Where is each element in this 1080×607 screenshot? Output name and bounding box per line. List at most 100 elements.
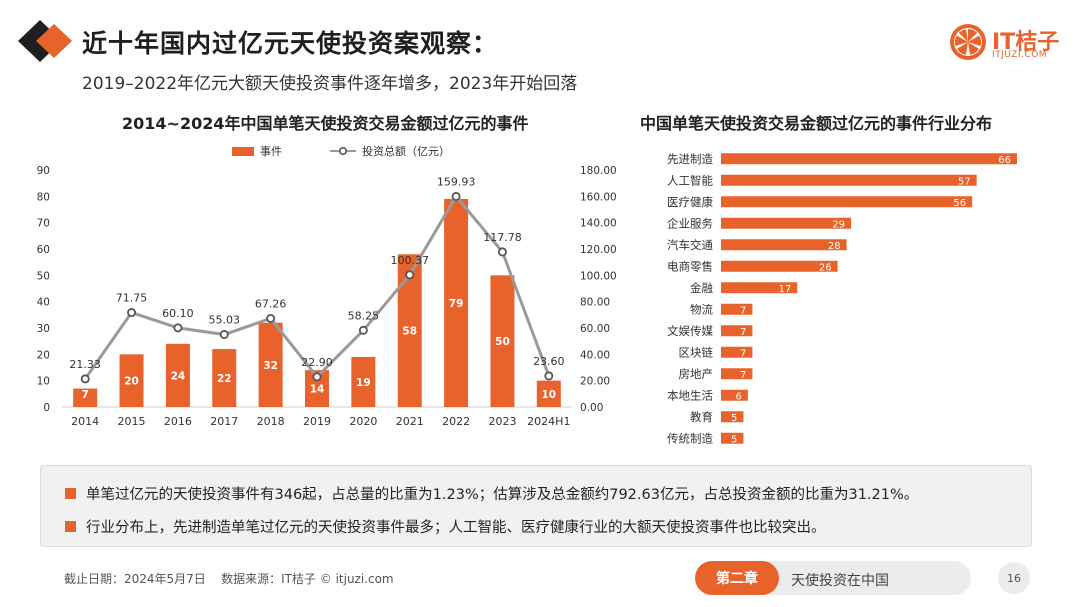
amount-point [173,323,183,333]
summary-text: 行业分布上，先进制造单笔过亿元的天使投资事件最多；人工智能、医疗健康行业的大额天… [86,520,826,536]
left-axis-tick-label: 10 [37,376,50,388]
event-bar [258,322,283,407]
amount-point [358,325,368,335]
combo-chart: 0 10 20 30 40 50 60 70 80 90 0.00 20.00 40.00 60.00 8… [37,165,617,428]
amount-point-label: 21.33 [69,358,101,371]
left-axis-tick-label: 30 [37,323,50,335]
x-axis-tick-label: 2021 [396,415,424,428]
brand-name: IT桔子 [992,30,1060,55]
amount-point [219,330,229,340]
x-axis-tick-label: 2015 [118,415,146,428]
amount-point-label: 58.25 [348,309,380,322]
left-axis-tick-label: 80 [37,191,50,203]
industry-label: 本地生活 [667,388,713,402]
industry-bar [721,411,744,423]
event-bar [165,343,190,407]
industry-chart: 先进制造人工智能医疗健康企业服务汽车交通电商零售金融物流文娱传媒区块链房地产本地… [667,152,1017,444]
industry-bar [721,239,847,251]
logo-diamond-icon [18,20,72,62]
x-axis-tick-label: 2014 [71,415,99,428]
industry-value-label: 28 [828,241,841,252]
amount-point-label: 117.78 [483,231,522,244]
industry-value-label: 6 [736,391,742,402]
industry-label: 文娱传媒 [667,324,713,338]
industry-bar [721,174,977,186]
amount-point [80,374,90,384]
left-axis-tick-label: 50 [37,270,50,282]
left-axis-tick-label: 20 [37,349,50,361]
event-bar [212,349,237,407]
bar-chart-title: 2014~2024年中国单笔天使投资交易金额过亿元的事件 [122,114,529,133]
event-bar-label: 24 [171,370,186,382]
amount-point [127,308,137,318]
amount-point-label: 159.93 [437,175,476,188]
legend-bar-swatch [232,146,254,156]
legend-label-amount: 投资总额（亿元） [362,145,450,158]
industry-value-label: 29 [832,219,845,230]
industry-bar [721,282,798,294]
event-bar [490,275,515,407]
industry-value-label: 5 [731,434,737,444]
amount-point-label: 71.75 [116,292,148,305]
left-axis-tick-label: 60 [37,244,50,256]
summary-item: 单笔过亿元的天使投资事件有346起，占总量的比重为1.23%；估算涉及总金额约7… [65,483,918,504]
chapter-badge[interactable]: 第二章 [695,561,779,595]
industry-label: 汽车交通 [667,238,713,252]
industry-chart-title: 中国单笔天使投资交易金额过亿元的事件行业分布 [640,114,993,133]
event-bar [444,198,469,407]
industry-bar [721,346,753,358]
amount-point-label: 55.03 [209,314,241,327]
event-bar [73,388,98,407]
industry-label: 房地产 [679,367,714,381]
right-axis-tick-label: 100.00 [580,270,617,282]
amount-point-label: 60.10 [162,307,194,320]
industry-label: 物流 [690,302,713,316]
industry-bar [721,260,838,272]
event-bar [536,380,561,407]
event-bar-label: 19 [356,377,371,389]
chapter-name[interactable]: 天使投资在中国 [791,573,889,589]
event-bar-label: 79 [449,298,464,310]
industry-bar [721,432,744,444]
event-bar-label: 14 [310,384,325,396]
chapter-nav[interactable]: 第二章 天使投资在中国 [695,561,971,595]
amount-point [497,247,507,257]
x-axis-tick-label: 2020 [349,415,377,428]
page-title: 近十年国内过亿元天使投资案观察： [82,29,499,58]
amount-point-label: 23.60 [533,355,565,368]
amount-point-label: 22.90 [301,356,333,369]
industry-value-label: 26 [819,262,832,273]
amount-point [266,313,276,323]
left-axis-tick-label: 70 [37,218,50,230]
event-bar-label: 50 [495,336,510,348]
orange-slice-icon [950,24,986,60]
right-axis-tick-label: 80.00 [580,297,610,309]
right-axis-tick-label: 180.00 [580,165,617,177]
summary-box: 单笔过亿元的天使投资事件有346起，占总量的比重为1.23%；估算涉及总金额约7… [40,465,1032,547]
legend-line-swatch [330,146,356,156]
industry-label: 人工智能 [667,173,713,187]
left-axis-tick-label: 0 [43,402,50,414]
x-axis-tick-label: 2022 [442,415,470,428]
industry-bar [721,196,973,208]
legend-item-events: 事件 [232,143,282,159]
amount-series-line [83,193,551,380]
industry-value-label: 56 [953,198,966,209]
event-bar-label: 58 [402,326,417,338]
left-axis-tick-label: 40 [37,297,50,309]
industry-label: 电商零售 [667,259,713,273]
legend-item-amount: 投资总额（亿元） [330,143,450,159]
industry-label: 区块链 [679,345,714,359]
industry-bar [721,389,748,401]
page-number: 16 [998,562,1030,594]
x-axis-tick-label: 2023 [488,415,516,428]
event-bar-label: 22 [217,373,232,385]
amount-point [405,270,415,280]
amount-point [451,191,461,201]
industry-bar [721,153,1017,165]
right-axis-tick-label: 0.00 [580,402,603,414]
industry-bar [721,303,753,315]
amount-point [544,371,554,381]
right-axis-tick-label: 120.00 [580,244,617,256]
amount-point-label: 67.26 [255,297,287,310]
